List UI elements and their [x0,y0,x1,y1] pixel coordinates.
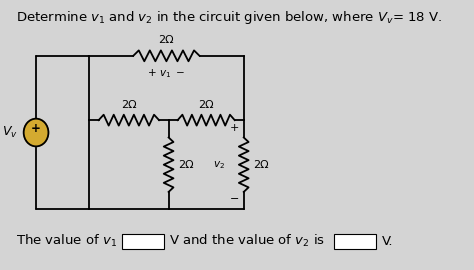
Text: V.: V. [382,235,393,248]
FancyBboxPatch shape [334,234,376,249]
Text: +: + [229,123,239,133]
Text: $+\ v_1\ -$: $+\ v_1\ -$ [147,67,185,79]
Text: 2Ω: 2Ω [178,160,194,170]
Text: +: + [31,122,41,135]
Text: 2Ω: 2Ω [254,160,269,170]
FancyBboxPatch shape [122,234,164,249]
Text: $-$: $-$ [229,192,239,202]
Circle shape [24,119,48,146]
Text: 2Ω: 2Ω [198,100,214,110]
Text: Determine $v_1$ and $v_2$ in the circuit given below, where $V_v$= 18 V.: Determine $v_1$ and $v_2$ in the circuit… [16,9,442,26]
Text: 2Ω: 2Ω [121,100,137,110]
Text: $V_v$: $V_v$ [1,125,18,140]
Text: 2Ω: 2Ω [159,35,174,45]
Text: $v_2$: $v_2$ [213,159,225,171]
Text: The value of $v_1$ is: The value of $v_1$ is [16,233,133,249]
Text: V and the value of $v_2$ is: V and the value of $v_2$ is [170,233,326,249]
